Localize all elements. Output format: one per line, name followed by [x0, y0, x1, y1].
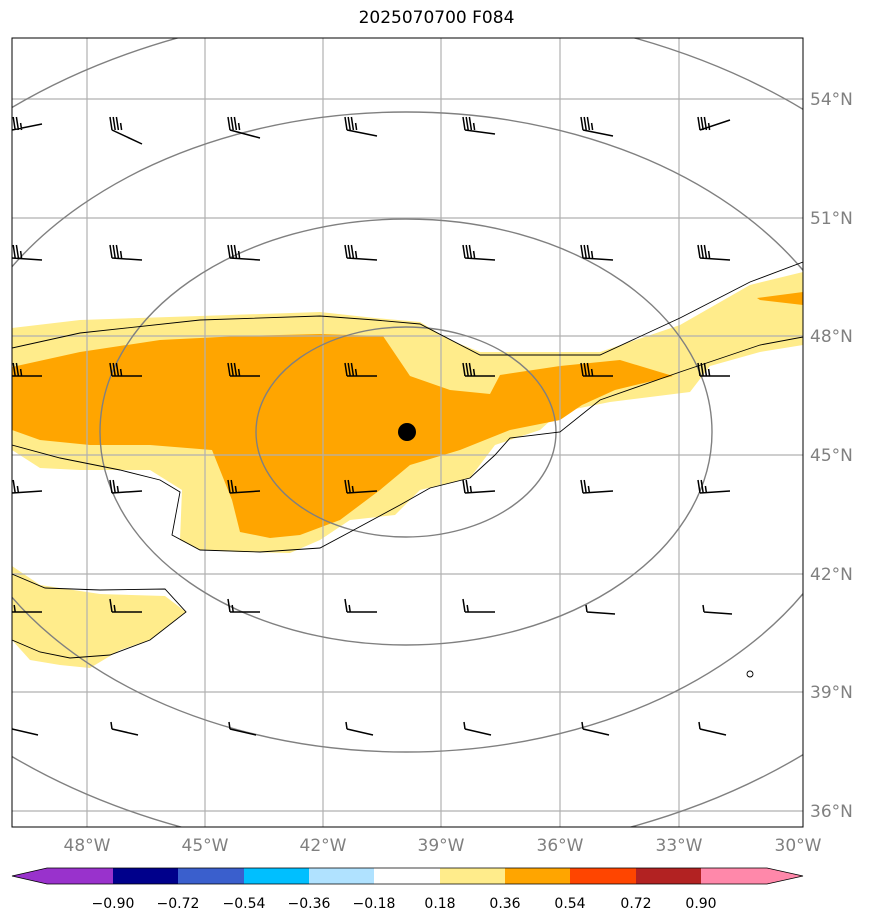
wind-barb	[227, 244, 261, 261]
lon-label: 45°W	[182, 836, 229, 856]
wind-barb	[462, 598, 495, 613]
wind-barb	[585, 604, 616, 615]
storm-center-marker	[398, 423, 416, 441]
colorbar-label: −0.54	[223, 896, 266, 912]
wind-barb	[12, 723, 39, 736]
colorbar-segment	[636, 868, 701, 884]
anomaly-fill-orange	[12, 292, 803, 538]
lat-label: 39°N	[810, 683, 853, 703]
colorbar	[11, 867, 804, 885]
wind-barb	[12, 362, 42, 377]
wind-barb	[580, 244, 614, 261]
lat-label: 48°N	[810, 327, 853, 347]
colorbar-label: 0.54	[554, 896, 585, 912]
colorbar-segment	[113, 868, 178, 884]
wind-barb	[344, 362, 377, 377]
wind-barb	[227, 598, 260, 613]
wind-barb	[698, 721, 727, 736]
colorbar-extend-high	[767, 868, 803, 884]
wind-barbs	[12, 116, 733, 736]
graticule	[12, 38, 803, 827]
lat-label: 36°N	[810, 802, 853, 822]
colorbar-label: −0.36	[288, 896, 331, 912]
colorbar-label: 0.72	[620, 896, 651, 912]
lat-label: 54°N	[810, 90, 853, 110]
wind-barb	[227, 479, 261, 494]
lon-label: 30°W	[775, 836, 822, 856]
latitude-labels: 54°N 51°N 48°N 45°N 42°N 39°N 36°N	[810, 90, 853, 822]
colorbar-segment	[440, 868, 505, 884]
wind-barb	[227, 116, 261, 139]
colorbar-segment	[309, 868, 374, 884]
wind-barb	[462, 362, 495, 377]
lat-label: 51°N	[810, 209, 853, 229]
lon-label: 33°W	[656, 836, 703, 856]
wind-barb	[697, 116, 731, 131]
colorbar-label: −0.90	[92, 896, 135, 912]
lon-label: 36°W	[537, 836, 584, 856]
wind-barb	[228, 721, 257, 736]
wind-barb	[580, 479, 614, 494]
lat-label: 45°N	[810, 446, 853, 466]
wind-barb	[344, 116, 378, 137]
colorbar-segment	[374, 868, 440, 884]
wind-barb	[462, 244, 496, 261]
map-frame	[11, 37, 804, 828]
lat-label: 42°N	[810, 565, 853, 585]
wind-barb	[344, 479, 378, 494]
wind-barb	[580, 116, 614, 137]
range-rings	[12, 38, 803, 827]
wind-barb	[463, 721, 492, 736]
wind-barb	[109, 244, 143, 261]
lon-label: 39°W	[418, 836, 465, 856]
wind-barb	[109, 116, 143, 145]
colorbar-label: −0.18	[353, 896, 396, 912]
map-area	[12, 38, 803, 827]
wind-barb	[109, 362, 142, 377]
wind-barb	[12, 116, 43, 131]
colorbar-label: 0.18	[424, 896, 455, 912]
wind-barb	[580, 362, 613, 377]
wind-barb	[12, 244, 43, 261]
wind-barb	[697, 244, 731, 261]
colorbar-segment	[244, 868, 309, 884]
wind-barb	[702, 604, 733, 615]
wind-barb	[344, 598, 377, 613]
anomaly-fill-light	[12, 272, 803, 668]
colorbar-segment	[570, 868, 636, 884]
colorbar-label: 0.90	[685, 896, 716, 912]
longitude-labels: 48°W 45°W 42°W 39°W 36°W 33°W 30°W	[64, 836, 822, 856]
wind-barb	[227, 362, 260, 377]
wind-barb	[109, 479, 143, 494]
colorbar-label: −0.72	[157, 896, 200, 912]
wind-barb	[462, 479, 496, 494]
colorbar-segment	[47, 868, 113, 884]
wind-barb	[12, 604, 42, 613]
wind-barb	[581, 721, 610, 736]
lon-label: 42°W	[300, 836, 347, 856]
lon-label: 48°W	[64, 836, 111, 856]
map-title: 2025070700 F084	[358, 8, 515, 28]
wind-barb	[109, 598, 142, 613]
wind-barb	[344, 244, 378, 261]
wind-barb	[12, 479, 43, 494]
wind-barb	[345, 721, 374, 736]
contour-lines	[12, 261, 803, 678]
colorbar-extend-low	[12, 868, 47, 884]
colorbar-segment	[701, 868, 767, 884]
colorbar-label: 0.36	[489, 896, 520, 912]
colorbar-labels: −0.90 −0.72 −0.54 −0.36 −0.18 0.18 0.36 …	[92, 896, 717, 912]
wind-barb	[697, 362, 730, 377]
wind-barb	[110, 721, 139, 736]
wind-barb	[697, 479, 731, 494]
colorbar-segment	[178, 868, 244, 884]
colorbar-segment	[505, 868, 570, 884]
wind-barb	[462, 116, 496, 135]
